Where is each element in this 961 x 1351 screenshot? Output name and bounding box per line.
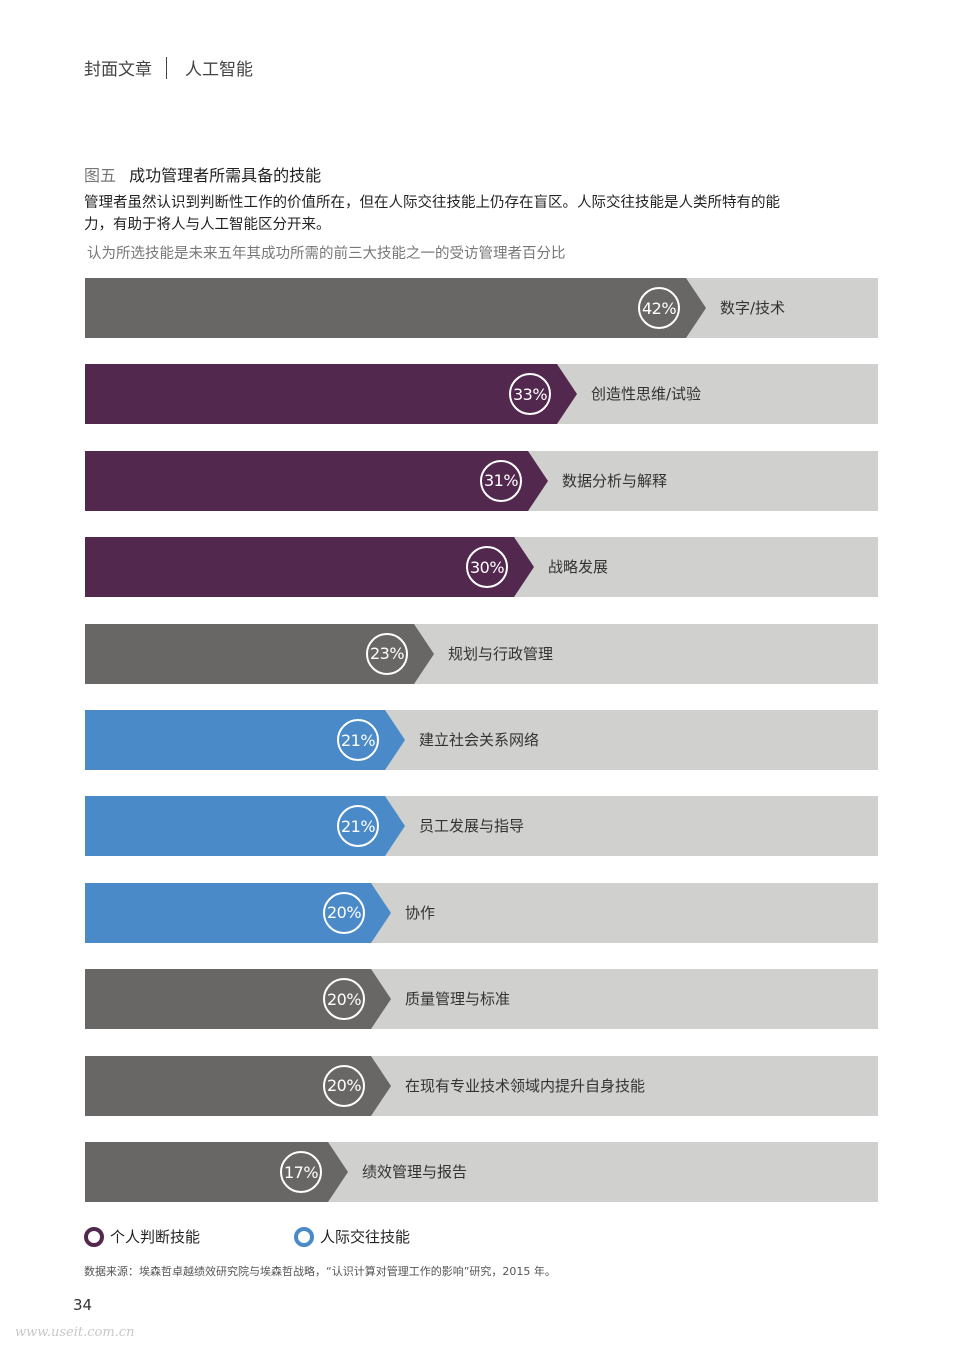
- bar-fill: [85, 623, 434, 684]
- percent-badge: 21%: [337, 719, 379, 761]
- bar-row: 23% 规划与行政管理: [85, 623, 878, 684]
- bar-row: 21% 员工发展与指导: [85, 796, 878, 857]
- percent-badge: 21%: [337, 805, 379, 848]
- legend-label: 个人判断技能: [110, 1228, 201, 1246]
- figure-description: 管理者虽然认识到判断性工作的价值所在，但在人际交往技能上仍存在盲区。人际交往技能…: [84, 195, 780, 233]
- legend-item-interpersonal: 人际交往技能: [294, 1226, 410, 1247]
- bar-fill: [85, 278, 706, 338]
- percent-badge: 20%: [323, 978, 365, 1021]
- bar-row: 20% 协作: [85, 882, 878, 943]
- bar-label: 数据分析与解释: [562, 471, 668, 490]
- bar-fill: [85, 1142, 348, 1202]
- ring-icon: [84, 1226, 104, 1247]
- bar-label: 数字/技术: [720, 299, 786, 317]
- topic-label: 人工智能: [185, 60, 253, 80]
- bar-label: 战略发展: [548, 558, 609, 577]
- percent-badge: 17%: [280, 1151, 322, 1193]
- percent-badge: 31%: [480, 459, 522, 502]
- bar-row: 31% 数据分析与解释: [85, 450, 878, 511]
- chart-legend: 个人判断技能 人际交往技能: [84, 1226, 504, 1247]
- ring-icon: [294, 1226, 315, 1247]
- bar-fill: [85, 969, 391, 1030]
- bar-label: 质量管理与标准: [405, 990, 511, 1009]
- bar-row: 21% 建立社会关系网络: [85, 710, 878, 770]
- bar-fill: [85, 796, 405, 857]
- percent-badge: 33%: [509, 373, 551, 416]
- page-header: 封面文章 人工智能: [84, 55, 253, 80]
- percent-badge: 20%: [323, 1064, 365, 1107]
- bar-fill: [85, 364, 577, 425]
- bar-label: 员工发展与指导: [419, 817, 525, 836]
- data-source: 数据来源：埃森哲卓越绩效研究院与埃森哲战略，“认识计算对管理工作的影响”研究，2…: [84, 1265, 556, 1278]
- bar-fill: [85, 882, 391, 943]
- bar-label: 在现有专业技术领域内提升自身技能: [405, 1076, 646, 1095]
- bar-row: 20% 在现有专业技术领域内提升自身技能: [85, 1055, 878, 1116]
- bar-row: 20% 质量管理与标准: [85, 969, 878, 1030]
- bar-label: 建立社会关系网络: [419, 731, 540, 749]
- percent-badge: 23%: [366, 632, 408, 675]
- chart-subtitle: 认为所选技能是未来五年其成功所需的前三大技能之一的受访管理者百分比: [87, 246, 566, 262]
- header-divider: [166, 56, 167, 79]
- bar-row: 30% 战略发展: [85, 537, 878, 598]
- bar-fill: [85, 537, 534, 598]
- figure-title: 图五 成功管理者所需具备的技能: [84, 162, 321, 186]
- figure-title-text: 成功管理者所需具备的技能: [129, 166, 322, 185]
- bar-label: 创造性思维/试验: [591, 385, 702, 404]
- figure-number: 图五: [84, 166, 117, 185]
- bar-fill: [85, 1055, 391, 1116]
- bar-label: 规划与行政管理: [448, 644, 554, 663]
- bar-row: 33% 创造性思维/试验: [85, 364, 878, 425]
- percent-badge: 20%: [323, 891, 365, 934]
- bar-label: 协作: [405, 903, 436, 922]
- bar-fill: [85, 450, 548, 511]
- percent-badge: 30%: [466, 546, 508, 589]
- percent-badge: 42%: [638, 287, 680, 329]
- page-number: 34: [73, 1296, 93, 1314]
- bar-row: 17% 绩效管理与报告: [85, 1142, 878, 1202]
- bar-label: 绩效管理与报告: [362, 1163, 468, 1181]
- legend-label: 人际交往技能: [320, 1228, 411, 1246]
- section-label: 封面文章: [84, 60, 152, 80]
- bar-row: 42% 数字/技术: [85, 278, 878, 338]
- bar-fill: [85, 710, 405, 770]
- legend-item-personal-judgment: 个人判断技能: [84, 1226, 200, 1247]
- watermark: www.useit.com.cn: [15, 1325, 135, 1340]
